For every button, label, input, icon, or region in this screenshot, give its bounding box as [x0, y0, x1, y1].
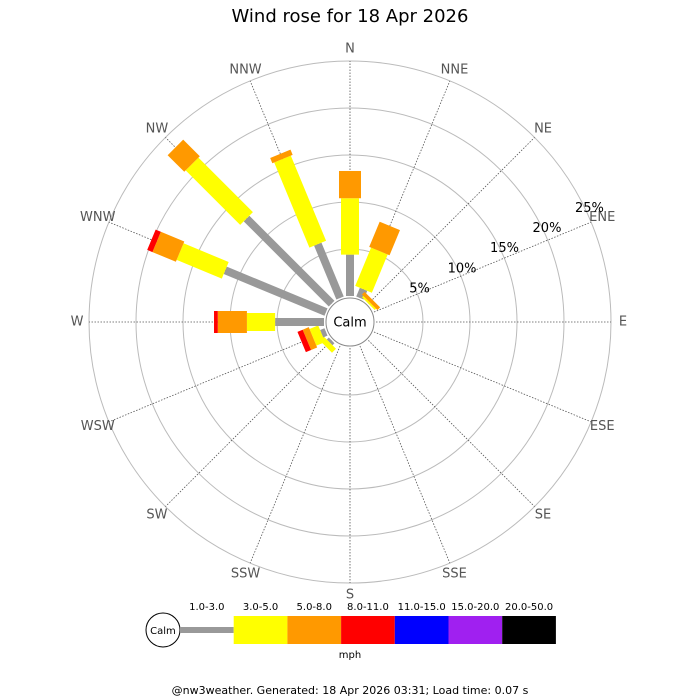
direction-label: W [71, 315, 84, 330]
spoke [108, 331, 327, 423]
legend-swatch [502, 616, 556, 644]
direction-label: NE [534, 121, 552, 136]
calm-label: Calm [333, 316, 366, 331]
bar-segment [217, 311, 247, 333]
legend-calm-label: Calm [150, 626, 176, 637]
bar-segment [270, 149, 293, 164]
spoke [249, 345, 341, 564]
bar-segment [274, 155, 327, 248]
direction-label: NNE [441, 62, 469, 77]
chart-title: Wind rose for 18 Apr 2026 [232, 6, 469, 27]
footer: @nw3weather. Generated: 18 Apr 2026 03:3… [172, 684, 529, 697]
r-tick-label: 5% [409, 282, 430, 297]
legend-label: 20.0-50.0 [505, 602, 553, 613]
direction-label: SE [535, 508, 551, 523]
direction-bar [339, 170, 361, 296]
bar-segment [185, 157, 253, 225]
legend-label: 11.0-15.0 [398, 602, 446, 613]
bar-segment [361, 291, 381, 311]
bar-segment [147, 229, 161, 253]
legend-swatch [287, 616, 342, 644]
direction-label: NW [146, 121, 169, 136]
direction-label: NNW [229, 62, 261, 77]
bar-segment [355, 247, 388, 293]
bar-segment [339, 170, 361, 199]
spoke [368, 340, 535, 507]
legend-swatch [448, 616, 503, 644]
bar-segment [214, 311, 218, 333]
bar-segment [369, 221, 400, 256]
grid-ring [135, 107, 565, 537]
direction-bar [361, 291, 381, 311]
direction-label: N [345, 42, 355, 57]
bar-segment [297, 329, 312, 353]
spoke [373, 331, 592, 423]
bar-segment [326, 337, 335, 346]
spoke [165, 340, 332, 507]
legend-swatch [233, 616, 288, 644]
bar-segment [309, 325, 326, 346]
direction-bar [270, 149, 344, 300]
bar-segment [302, 327, 318, 351]
bar-segment [152, 231, 185, 262]
spoke [359, 345, 451, 564]
legend-swatch [341, 616, 395, 644]
unit-label: mph [339, 650, 361, 661]
r-tick-label: 25% [575, 201, 604, 216]
legend-label: 1.0-3.0 [189, 602, 224, 613]
bar-segment [341, 198, 359, 255]
direction-label: SSE [442, 567, 467, 582]
r-tick-label: 15% [490, 241, 519, 256]
spoke [368, 137, 535, 304]
legend-swatch [394, 616, 449, 644]
direction-bar [167, 139, 335, 307]
direction-label: WSW [81, 419, 115, 434]
direction-bar [297, 325, 328, 353]
direction-label: E [619, 315, 627, 330]
direction-bar [214, 311, 325, 333]
legend-label: 8.0-11.0 [347, 602, 389, 613]
bar-segment [223, 266, 328, 316]
direction-label: SSW [231, 567, 261, 582]
direction-label: S [346, 588, 354, 603]
legend-label: 3.0-5.0 [243, 602, 278, 613]
direction-label: ESE [590, 419, 615, 434]
bar-segment [167, 139, 200, 172]
legend-label: 15.0-20.0 [451, 602, 499, 613]
bar-segment [246, 313, 276, 331]
direction-bar [355, 221, 400, 300]
legend-label: 5.0-8.0 [297, 602, 332, 613]
bar-segment [176, 243, 229, 279]
legend-swatch [180, 627, 234, 633]
bar-segment [243, 215, 335, 307]
direction-label: WNW [80, 210, 116, 225]
bar-segment [314, 242, 344, 300]
bar-segment [362, 295, 377, 310]
spoke [373, 221, 592, 313]
direction-label: ENE [589, 210, 615, 225]
direction-bar [147, 229, 328, 316]
direction-label: SW [146, 508, 167, 523]
bar-segment [275, 318, 325, 326]
bar-segment [346, 254, 354, 296]
calm-circle [325, 297, 375, 347]
bar-segment [320, 328, 328, 338]
r-tick-label: 20% [533, 221, 562, 236]
r-tick-label: 10% [448, 261, 477, 276]
